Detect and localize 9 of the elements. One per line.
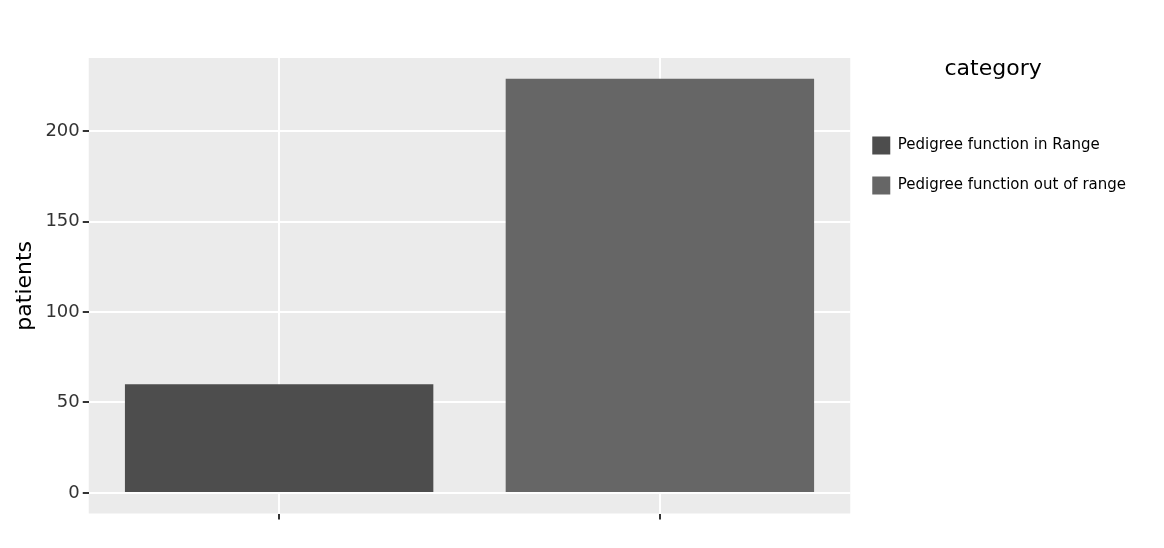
legend-title: category [944, 54, 1042, 80]
y-tick-label: 150 [45, 209, 80, 231]
legend-label: Pedigree function in Range [897, 135, 1100, 154]
y-tick-label: 0 [68, 480, 80, 502]
y-tick-label: 200 [45, 118, 80, 140]
y-tick-label: 100 [45, 299, 80, 321]
y-tick-label: 50 [56, 390, 80, 412]
legend-label: Pedigree function out of range [897, 175, 1126, 194]
y-axis-title: patients [10, 240, 36, 331]
